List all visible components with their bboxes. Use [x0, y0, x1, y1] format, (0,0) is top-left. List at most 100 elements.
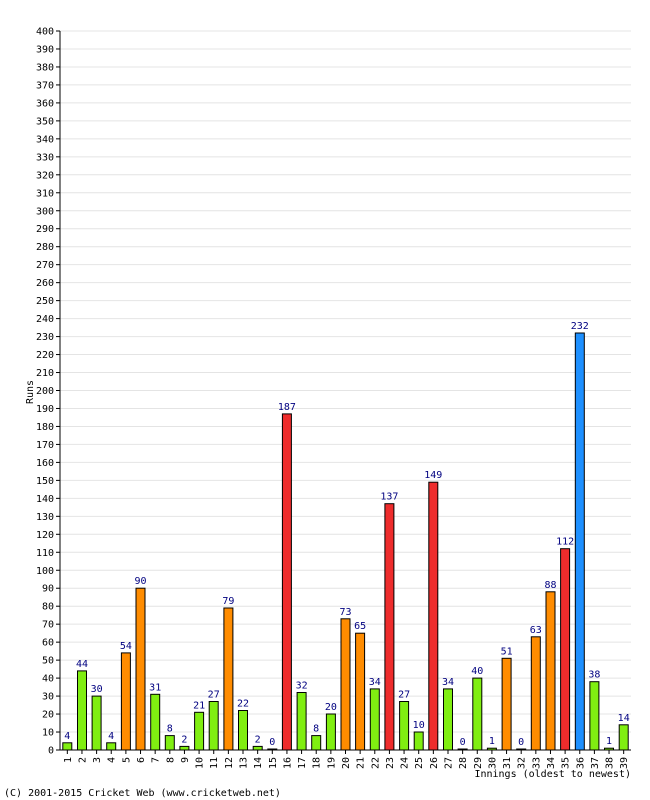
x-axis-label: Innings (oldest to newest) — [474, 769, 631, 780]
x-tick-label: 39 — [619, 757, 630, 769]
bar-innings-1 — [62, 742, 73, 751]
bar-value-label: 65 — [354, 621, 366, 632]
bar-value-label: 27 — [398, 690, 410, 701]
bar-value-label: 31 — [149, 682, 161, 693]
y-tick-label: 50 — [42, 656, 54, 667]
x-tick-label: 1 — [63, 757, 74, 763]
bar-value-label: 34 — [442, 677, 454, 688]
bar-innings-10 — [194, 711, 205, 751]
x-tick-label: 16 — [282, 757, 293, 769]
bar-innings-27 — [443, 688, 453, 751]
bar-value-label: 21 — [193, 700, 205, 711]
bar-innings-3 — [91, 695, 102, 751]
y-tick-label: 20 — [42, 710, 54, 721]
x-tick-label: 7 — [151, 757, 162, 763]
y-tick-label: 150 — [36, 476, 54, 487]
y-tick-label: 60 — [42, 638, 54, 649]
x-tick-label: 36 — [575, 757, 586, 769]
bar-innings-8 — [164, 735, 175, 751]
bar-innings-25 — [413, 731, 424, 751]
bar-value-label: 51 — [501, 646, 513, 657]
y-tick-label: 250 — [36, 296, 54, 307]
y-tick-label: 10 — [42, 728, 54, 739]
x-tick-label: 9 — [180, 757, 191, 763]
y-tick-label: 120 — [36, 530, 54, 541]
bar-value-label: 112 — [556, 537, 574, 548]
x-tick-label: 23 — [385, 757, 396, 769]
y-tick-label: 310 — [36, 188, 54, 199]
x-tick-label: 22 — [370, 757, 381, 769]
bar-value-label: 54 — [120, 641, 132, 652]
bar-value-label: 0 — [518, 737, 524, 748]
bar-value-label: 88 — [544, 580, 556, 591]
bar-innings-7 — [150, 693, 161, 751]
bar-value-label: 20 — [325, 702, 337, 713]
bar-value-label: 40 — [471, 666, 483, 677]
x-tick-label: 33 — [531, 757, 542, 769]
x-tick-label: 14 — [253, 757, 264, 769]
bar-innings-21 — [355, 632, 366, 751]
x-tick-label: 2 — [78, 757, 89, 763]
x-tick-label: 34 — [546, 757, 557, 769]
y-tick-label: 400 — [36, 27, 54, 38]
bar-value-label: 137 — [380, 492, 398, 503]
copyright-footer: (C) 2001-2015 Cricket Web (www.cricketwe… — [4, 788, 281, 799]
bar-value-label: 10 — [413, 720, 425, 731]
x-tick-label: 11 — [209, 757, 220, 769]
y-tick-label: 340 — [36, 134, 54, 145]
bar-value-label: 149 — [424, 470, 442, 481]
y-tick-label: 160 — [36, 458, 54, 469]
bar-value-label: 27 — [208, 690, 220, 701]
y-tick-label: 90 — [42, 584, 54, 595]
y-tick-label: 40 — [42, 674, 54, 685]
bar-innings-4 — [106, 742, 117, 751]
y-tick-label: 170 — [36, 440, 54, 451]
y-tick-label: 80 — [42, 602, 54, 613]
bar-value-label: 38 — [588, 670, 600, 681]
x-tick-label: 12 — [224, 757, 235, 769]
y-axis-label: Runs — [25, 380, 36, 404]
bar-innings-5 — [120, 652, 131, 751]
bar-value-label: 63 — [530, 625, 542, 636]
y-tick-label: 320 — [36, 170, 54, 181]
bar-value-label: 30 — [91, 684, 103, 695]
bar-value-label: 0 — [460, 737, 466, 748]
y-tick-label: 390 — [36, 44, 54, 55]
x-tick-label: 25 — [414, 757, 425, 769]
bar-innings-6 — [135, 587, 146, 751]
bar-value-label: 79 — [222, 596, 234, 607]
y-tick-label: 270 — [36, 260, 54, 271]
bar-value-label: 8 — [167, 724, 173, 735]
bar-innings-31 — [501, 657, 512, 751]
bar-value-label: 32 — [296, 681, 308, 692]
bar-innings-19 — [325, 713, 336, 751]
bar-innings-29 — [472, 677, 483, 751]
x-tick-label: 29 — [473, 757, 484, 769]
bar-value-label: 187 — [278, 402, 296, 413]
x-tick-label: 6 — [136, 757, 147, 763]
bar-innings-11 — [208, 701, 219, 751]
x-tick-label: 8 — [165, 757, 176, 763]
bar-value-label: 2 — [181, 734, 187, 745]
bar-value-label: 34 — [369, 677, 381, 688]
bar-value-label: 232 — [571, 321, 589, 332]
bar-innings-2 — [77, 670, 87, 751]
x-tick-label: 17 — [297, 757, 308, 769]
bar-value-label: 4 — [108, 731, 114, 742]
bar-innings-34 — [545, 591, 556, 751]
y-tick-label: 350 — [36, 116, 54, 127]
bar-innings-24 — [399, 701, 410, 751]
x-tick-label: 35 — [561, 757, 572, 769]
bar-value-label: 1 — [489, 736, 495, 747]
bar-innings-14 — [252, 745, 263, 751]
y-tick-label: 190 — [36, 404, 54, 415]
x-tick-label: 4 — [107, 757, 118, 763]
gridlines — [60, 30, 631, 733]
y-tick-label: 30 — [42, 692, 54, 703]
y-tick-label: 280 — [36, 242, 54, 253]
bar-value-label: 22 — [237, 699, 249, 710]
x-tick-label: 18 — [312, 757, 323, 769]
x-tick-label: 31 — [502, 757, 513, 769]
y-tick-label: 330 — [36, 152, 54, 163]
x-tick-label: 38 — [605, 757, 616, 769]
